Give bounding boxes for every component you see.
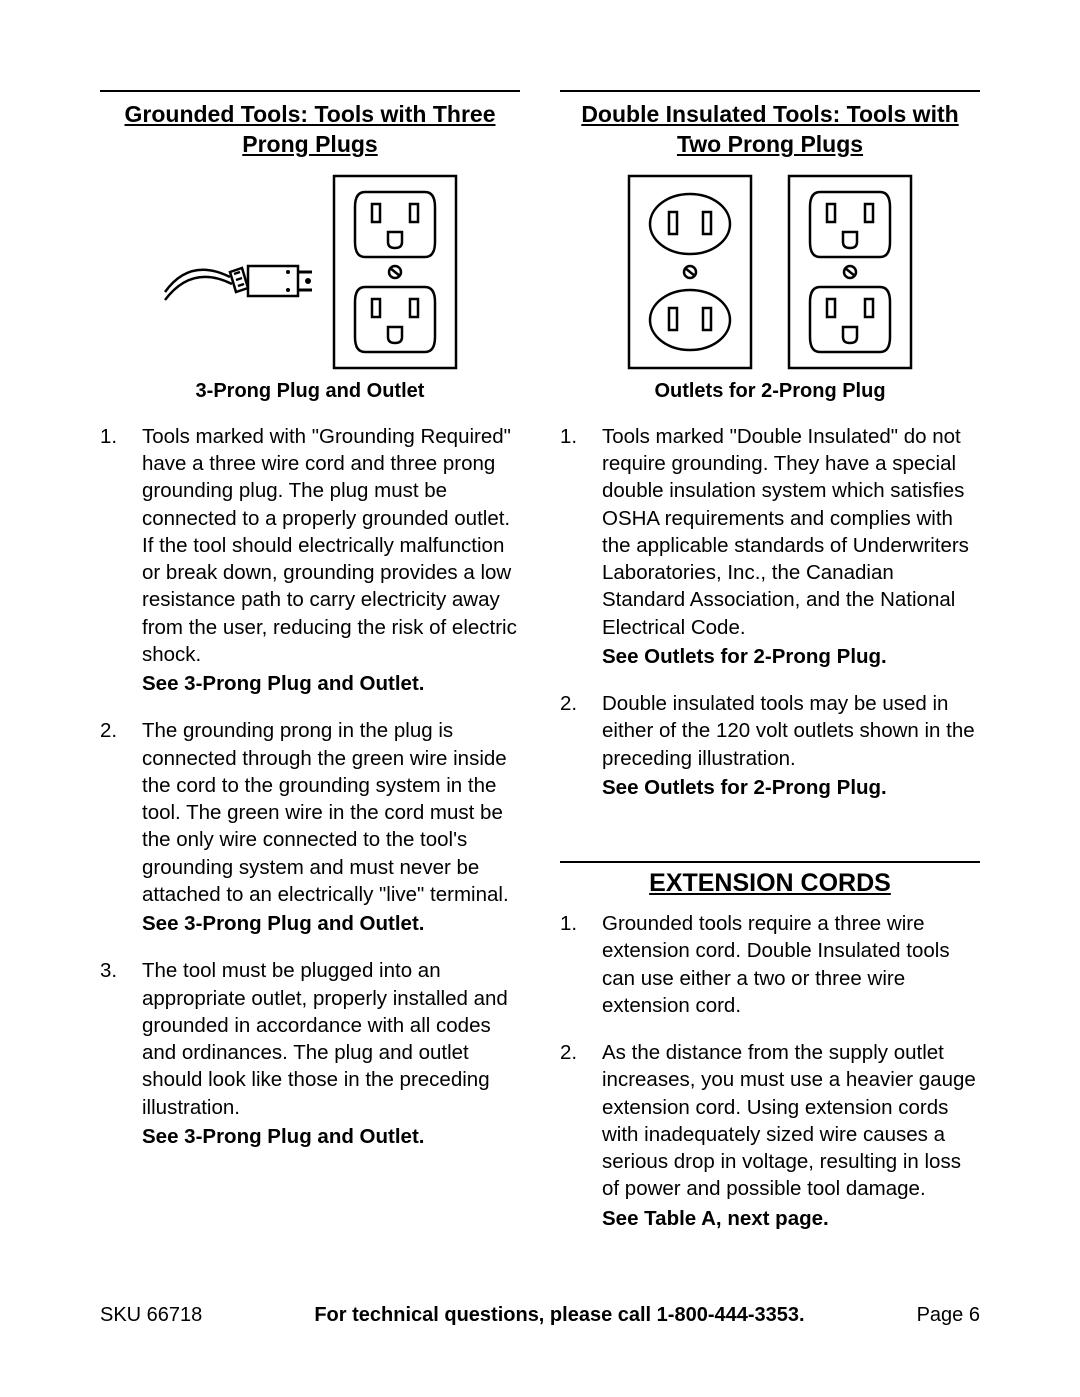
see-ref: See Table A, next page. <box>602 1205 980 1232</box>
see-ref: See Outlets for 2-Prong Plug. <box>602 774 980 801</box>
two-column-layout: Grounded Tools: Tools with Three Prong P… <box>100 90 980 1252</box>
footer-phone: For technical questions, please call 1-8… <box>314 1304 804 1327</box>
item-text: Tools marked with "Grounding Required" h… <box>142 425 517 666</box>
see-ref: See Outlets for 2-Prong Plug. <box>602 643 980 670</box>
extension-title: EXTENSION CORDS <box>560 861 980 898</box>
item-text: The grounding prong in the plug is conne… <box>142 719 509 906</box>
item-text: Grounded tools require a three wire exte… <box>602 912 950 1017</box>
see-ref: See 3-Prong Plug and Outlet. <box>142 1123 520 1150</box>
two-prong-outlet-icon <box>625 172 755 372</box>
item-text: Double insulated tools may be used in ei… <box>602 692 975 770</box>
left-caption: 3-Prong Plug and Outlet <box>100 380 520 403</box>
left-section-title: Grounded Tools: Tools with Three Prong P… <box>100 90 520 160</box>
list-item: Double insulated tools may be used in ei… <box>560 690 980 801</box>
list-item: Grounded tools require a three wire exte… <box>560 910 980 1019</box>
right-column: Double Insulated Tools: Tools with Two P… <box>560 90 980 1252</box>
see-ref: See 3-Prong Plug and Outlet. <box>142 670 520 697</box>
right-caption: Outlets for 2-Prong Plug <box>560 380 980 403</box>
left-column: Grounded Tools: Tools with Three Prong P… <box>100 90 520 1252</box>
item-text: As the distance from the supply outlet i… <box>602 1041 976 1200</box>
list-item: Tools marked with "Grounding Required" h… <box>100 423 520 698</box>
right-section-title: Double Insulated Tools: Tools with Two P… <box>560 90 980 160</box>
see-ref: See 3-Prong Plug and Outlet. <box>142 910 520 937</box>
left-list: Tools marked with "Grounding Required" h… <box>100 423 520 1150</box>
right-list: Tools marked "Double Insulated" do not r… <box>560 423 980 801</box>
left-diagram <box>100 172 520 372</box>
grounded-outlet-icon <box>330 172 460 372</box>
item-text: The tool must be plugged into an appropr… <box>142 959 508 1118</box>
three-prong-plug-icon <box>160 222 320 322</box>
item-text: Tools marked "Double Insulated" do not r… <box>602 425 969 639</box>
footer-sku: SKU 66718 <box>100 1304 202 1327</box>
footer-page: Page 6 <box>917 1304 980 1327</box>
list-item: The grounding prong in the plug is conne… <box>100 717 520 937</box>
page-footer: SKU 66718 For technical questions, pleas… <box>100 1304 980 1327</box>
list-item: As the distance from the supply outlet i… <box>560 1039 980 1232</box>
right-diagram <box>560 172 980 372</box>
list-item: The tool must be plugged into an appropr… <box>100 957 520 1150</box>
grounded-outlet-icon <box>785 172 915 372</box>
extension-list: Grounded tools require a three wire exte… <box>560 910 980 1232</box>
list-item: Tools marked "Double Insulated" do not r… <box>560 423 980 670</box>
